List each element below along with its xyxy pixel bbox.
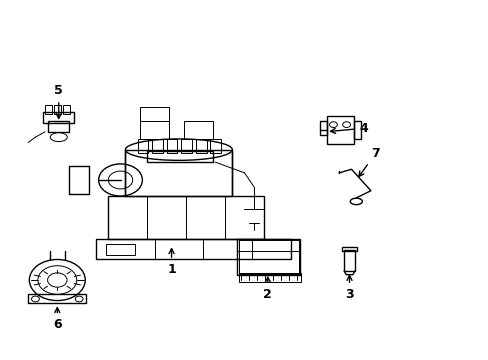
Bar	[210, 139, 221, 153]
Bar	[137, 139, 148, 153]
Bar	[106, 244, 135, 255]
Bar	[140, 121, 169, 139]
Bar	[344, 249, 354, 271]
Text: 6: 6	[53, 307, 61, 331]
Text: 2: 2	[263, 277, 272, 301]
Bar	[326, 116, 353, 144]
Text: 7: 7	[358, 147, 379, 176]
Bar	[181, 139, 192, 153]
Bar	[196, 139, 206, 153]
Text: 5: 5	[54, 84, 63, 118]
Bar	[166, 139, 177, 153]
Bar	[238, 273, 300, 282]
Bar	[238, 240, 298, 274]
Bar	[125, 150, 232, 196]
Text: 4: 4	[330, 122, 367, 135]
Bar	[341, 247, 357, 251]
Bar	[47, 121, 69, 132]
Bar	[96, 239, 290, 258]
Bar	[140, 107, 169, 121]
Bar	[319, 121, 326, 135]
Bar	[54, 105, 61, 114]
Bar	[45, 105, 52, 114]
Bar	[42, 112, 74, 123]
Bar	[183, 121, 212, 139]
Bar	[147, 152, 212, 162]
Text: 3: 3	[345, 275, 353, 301]
Bar	[353, 121, 361, 139]
Bar	[152, 139, 163, 153]
Text: 1: 1	[167, 249, 176, 276]
Bar	[62, 105, 70, 114]
Bar	[237, 239, 300, 275]
Bar	[108, 196, 264, 239]
Bar	[28, 294, 86, 303]
